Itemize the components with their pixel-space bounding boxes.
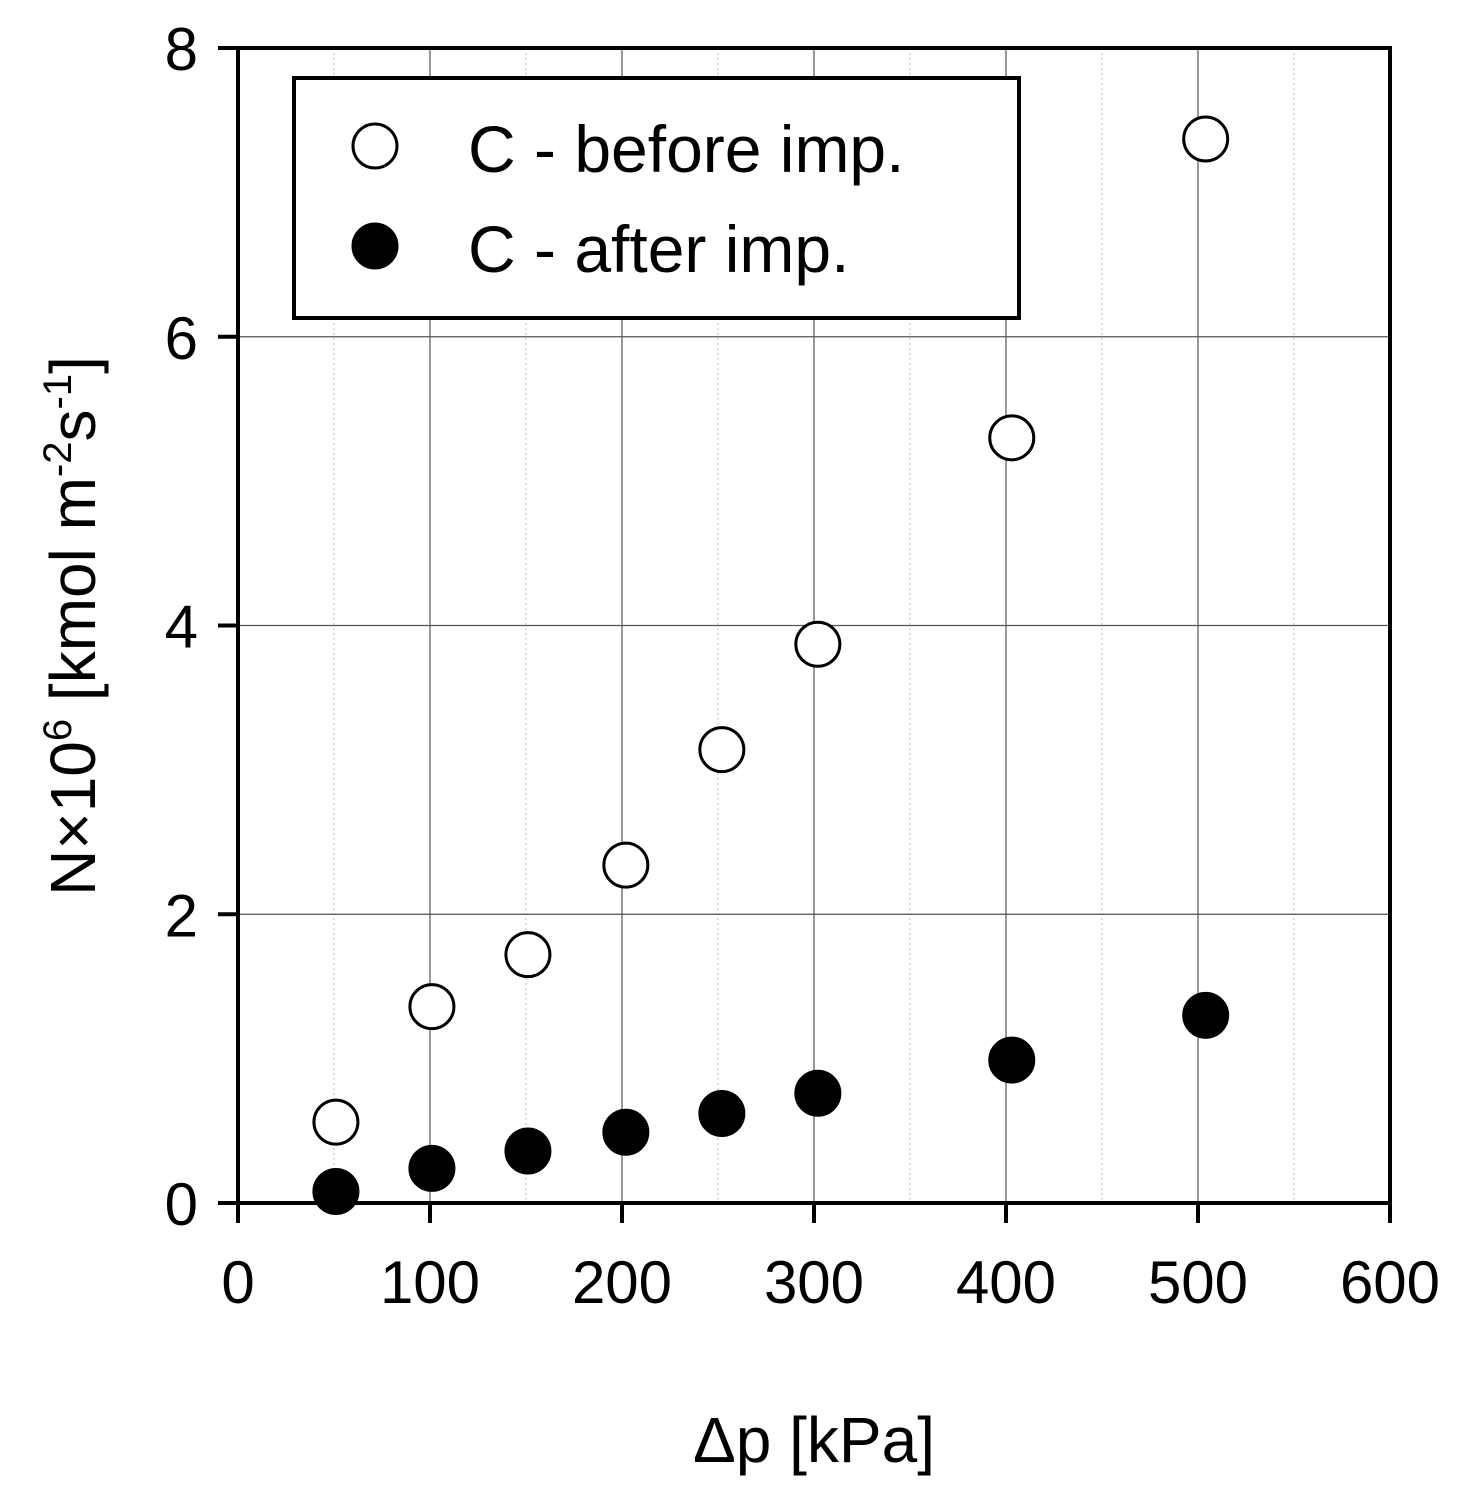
- y-tick-label-6: 6: [165, 305, 198, 372]
- y-label-unit-open: [kmol m: [37, 477, 109, 719]
- point-after-151: [504, 1127, 552, 1175]
- x-axis: 0 100 200 300 400 500 600: [221, 1203, 1440, 1316]
- y-label-prefix: N×10: [37, 741, 109, 896]
- legend-label-before: C - before imp.: [468, 112, 904, 186]
- point-before-151: [504, 931, 552, 979]
- data-points: [312, 115, 1230, 1215]
- legend-marker-before: [351, 122, 399, 170]
- x-tick-label-400: 400: [956, 1249, 1056, 1316]
- point-after-302: [794, 1069, 842, 1117]
- point-before-252: [698, 726, 746, 774]
- point-before-403: [988, 414, 1036, 462]
- point-after-202: [602, 1108, 650, 1156]
- y-tick-label-8: 8: [165, 16, 198, 83]
- x-tick-label-300: 300: [764, 1249, 864, 1316]
- y-label-unit-sup2: -1: [36, 374, 80, 410]
- point-before-202: [602, 841, 650, 889]
- legend-marker-after: [351, 222, 399, 270]
- x-tick-label-200: 200: [572, 1249, 672, 1316]
- y-tick-label-0: 0: [165, 1171, 198, 1238]
- x-axis-label: Δp [kPa]: [693, 1404, 935, 1476]
- point-before-302: [794, 620, 842, 668]
- point-before-51: [312, 1098, 360, 1146]
- x-tick-label-0: 0: [221, 1249, 254, 1316]
- y-label-prefix-sup: 6: [36, 719, 80, 741]
- legend-label-after: C - after imp.: [468, 212, 849, 286]
- point-after-51: [312, 1167, 360, 1215]
- point-after-403: [988, 1036, 1036, 1084]
- x-tick-label-500: 500: [1148, 1249, 1248, 1316]
- y-axis: 0 2 4 6 8: [165, 16, 238, 1238]
- y-tick-label-2: 2: [165, 882, 198, 949]
- y-label-unit-close: ]: [37, 356, 109, 374]
- y-label-unit-mid: s: [37, 409, 109, 441]
- legend: C - before imp. C - after imp.: [292, 76, 1021, 320]
- x-tick-label-100: 100: [380, 1249, 480, 1316]
- y-tick-label-4: 4: [165, 594, 198, 661]
- y-axis-label: N×106 [kmol m-2s-1]: [36, 356, 109, 896]
- point-after-101: [408, 1144, 456, 1192]
- point-after-504: [1182, 991, 1230, 1039]
- point-after-252: [698, 1089, 746, 1137]
- point-before-101: [408, 983, 456, 1031]
- x-tick-label-600: 600: [1340, 1249, 1440, 1316]
- point-before-504: [1182, 115, 1230, 163]
- y-label-unit-sup1: -2: [36, 441, 80, 477]
- legend-box: [292, 76, 1021, 320]
